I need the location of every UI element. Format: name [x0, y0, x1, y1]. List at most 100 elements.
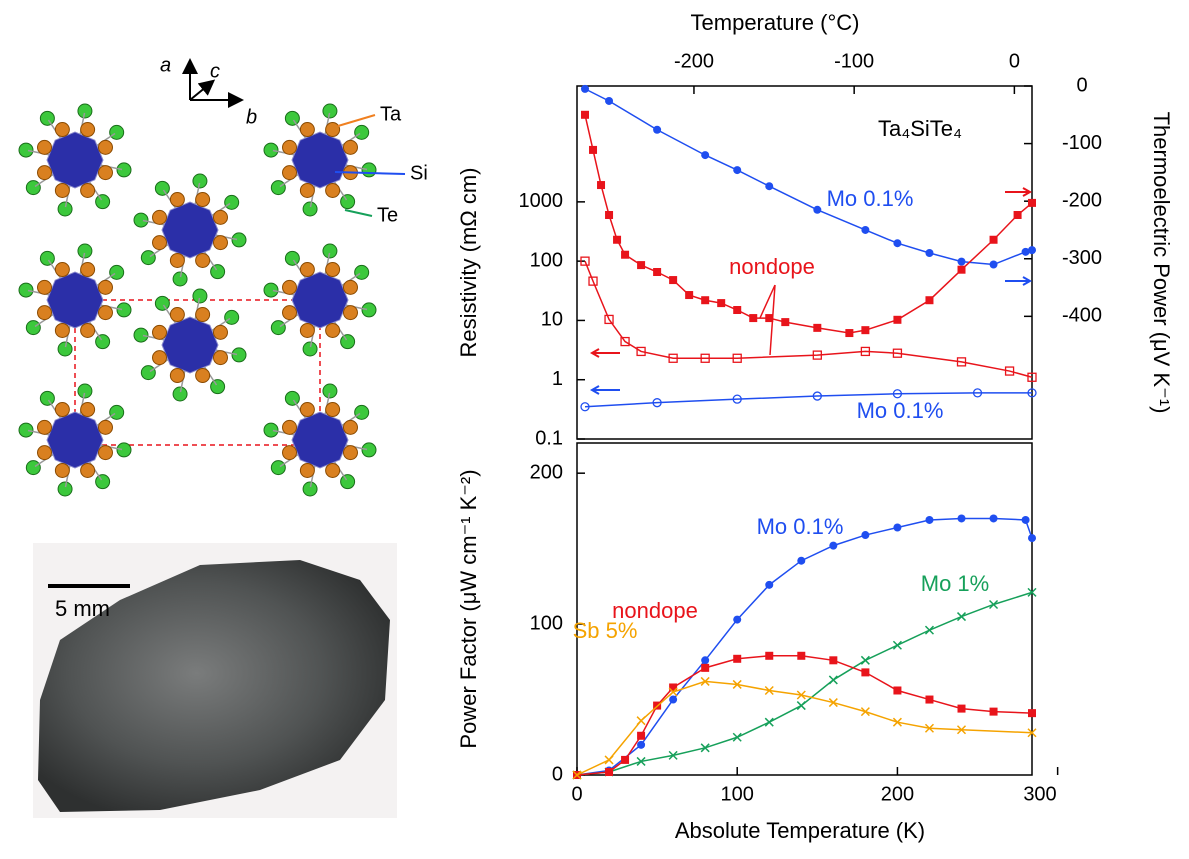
te-atom — [117, 163, 131, 177]
te-atom — [173, 387, 187, 401]
marker — [813, 206, 821, 214]
marker — [781, 318, 789, 326]
marker — [701, 296, 709, 304]
marker — [669, 696, 677, 704]
si-cluster — [292, 412, 348, 468]
marker — [925, 516, 933, 524]
marker — [1028, 246, 1036, 254]
marker — [621, 251, 629, 259]
x2-tick-label: -100 — [834, 50, 874, 72]
marker — [925, 249, 933, 257]
marker — [621, 756, 629, 764]
te-atom — [264, 143, 278, 157]
ta-atom — [55, 183, 69, 197]
y2-tick-label: -400 — [1062, 305, 1102, 327]
ta-atom — [213, 210, 227, 224]
ta-atom — [153, 351, 167, 365]
te-atom — [96, 195, 110, 209]
marker — [637, 261, 645, 269]
te-atom — [110, 405, 124, 419]
marker — [637, 717, 645, 725]
te-atom — [362, 163, 376, 177]
ta-atom — [326, 123, 340, 137]
marker — [669, 276, 677, 284]
ta-atom — [326, 183, 340, 197]
te-atom — [271, 461, 285, 475]
te-atom — [285, 391, 299, 405]
axis-arrow — [592, 386, 620, 394]
marker — [861, 656, 869, 664]
marker — [605, 211, 613, 219]
marker — [861, 708, 869, 716]
ta-atom — [98, 420, 112, 434]
te-atom — [355, 265, 369, 279]
te-atom — [303, 342, 317, 356]
y-tick-label: 100 — [530, 249, 563, 271]
ta-atom — [55, 323, 69, 337]
marker — [701, 664, 709, 672]
te-atom — [232, 348, 246, 362]
te-atom — [303, 202, 317, 216]
te-atom — [110, 125, 124, 139]
te-atom — [341, 475, 355, 489]
ta-atom — [196, 193, 210, 207]
ta-atom — [326, 403, 340, 417]
marker — [893, 641, 901, 649]
atom-label: Te — [377, 204, 398, 226]
ta-atom — [300, 183, 314, 197]
marker — [605, 756, 613, 764]
te-atom — [78, 244, 92, 258]
ta-atom — [38, 166, 52, 180]
si-cluster — [162, 317, 218, 373]
ta-atom — [196, 253, 210, 267]
ta-atom — [213, 325, 227, 339]
marker — [733, 733, 741, 741]
ta-atom — [343, 140, 357, 154]
ta-atom — [98, 306, 112, 320]
ta-atom — [343, 306, 357, 320]
ta-atom — [283, 166, 297, 180]
ta-atom — [55, 403, 69, 417]
marker — [893, 316, 901, 324]
te-atom — [362, 443, 376, 457]
marker — [990, 514, 998, 522]
ta-atom — [213, 351, 227, 365]
ta-atom — [55, 463, 69, 477]
x2-tick-label: 0 — [1009, 50, 1020, 72]
ta-atom — [98, 140, 112, 154]
ta-atom — [38, 280, 52, 294]
marker — [669, 683, 677, 691]
si-cluster — [162, 202, 218, 258]
y-tick-label: 200 — [530, 461, 563, 483]
marker — [990, 708, 998, 716]
ta-atom — [283, 420, 297, 434]
te-atom — [211, 380, 225, 394]
marker — [733, 306, 741, 314]
marker — [637, 732, 645, 740]
te-atom — [323, 244, 337, 258]
te-atom — [193, 174, 207, 188]
te-atom — [362, 303, 376, 317]
te-atom — [78, 384, 92, 398]
ta-atom — [98, 280, 112, 294]
marker — [893, 524, 901, 532]
marker — [733, 655, 741, 663]
marker — [1022, 516, 1030, 524]
ta-atom — [98, 446, 112, 460]
te-atom — [58, 202, 72, 216]
marker — [701, 656, 709, 664]
marker — [990, 261, 998, 269]
marker — [893, 686, 901, 694]
x-axis-label: Absolute Temperature (K) — [675, 818, 925, 843]
axis-arrow — [592, 349, 620, 357]
si-cluster — [47, 412, 103, 468]
series-line — [577, 656, 1032, 775]
marker — [861, 226, 869, 234]
marker — [605, 97, 613, 105]
series-label: Mo 0.1% — [757, 514, 844, 539]
marker — [861, 668, 869, 676]
ta-atom — [170, 193, 184, 207]
marker — [613, 236, 621, 244]
x2-tick-label: -200 — [674, 50, 714, 72]
marker — [958, 258, 966, 266]
